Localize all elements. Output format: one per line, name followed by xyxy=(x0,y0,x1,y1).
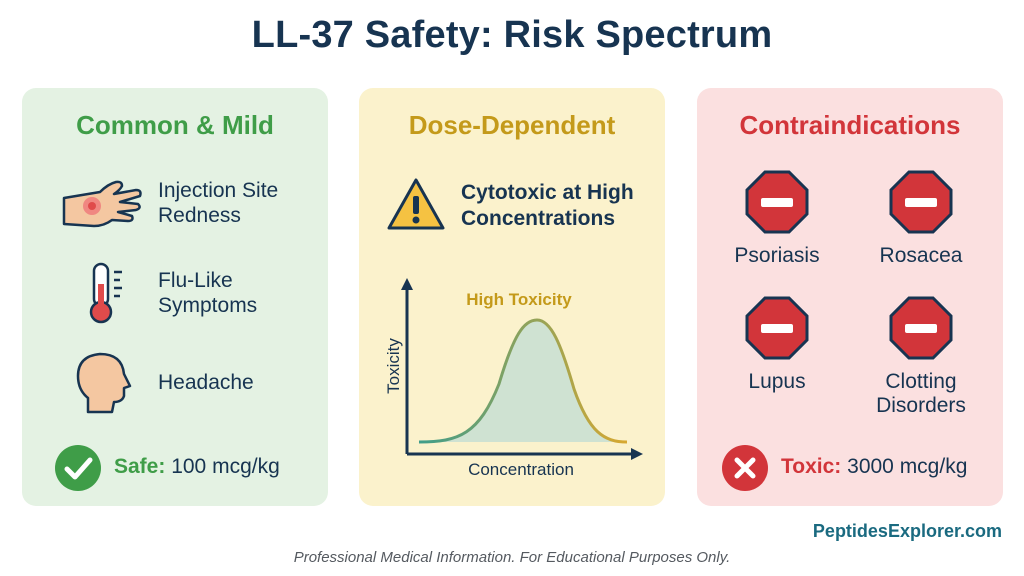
contra-item-4-line2: Disorders xyxy=(876,394,966,417)
x-axis-arrow xyxy=(631,448,643,460)
contra-item-4-line1: Clotting xyxy=(885,370,957,393)
check-circle-icon xyxy=(55,445,101,491)
mild-card: Common & Mild Injection Site Redness Flu… xyxy=(22,88,328,506)
mild-item-1-line1: Injection Site xyxy=(158,179,279,202)
safe-value: 100 mcg/kg xyxy=(171,455,280,478)
mild-heading: Common & Mild xyxy=(76,110,274,140)
warning-line2: Concentrations xyxy=(461,207,616,230)
dose-card: Dose-Dependent Cytotoxic at High Concent… xyxy=(359,88,665,506)
warning-line1: Cytotoxic at High xyxy=(461,181,634,204)
stop-sign-icon xyxy=(889,296,953,360)
contra-item-2-line1: Rosacea xyxy=(879,244,963,267)
cytotoxic-warning: Cytotoxic at High Concentrations xyxy=(461,180,634,232)
contra-card: Contraindications Psoriasis Rosacea Lupu… xyxy=(697,88,1003,506)
contra-item-2: Rosacea xyxy=(856,244,986,268)
thermometer-icon xyxy=(89,262,122,324)
toxic-value: 3000 mcg/kg xyxy=(847,455,968,478)
contra-item-1-line1: Psoriasis xyxy=(734,244,820,267)
curve-line xyxy=(418,318,628,444)
stop-sign-icon xyxy=(745,170,809,234)
x-axis-label: Concentration xyxy=(468,460,574,479)
mild-item-2-line2: Symptoms xyxy=(158,294,258,317)
mild-item-3-line1: Headache xyxy=(158,371,254,394)
curve-peak-label: High Toxicity xyxy=(466,290,572,309)
toxic-dose-line: Toxic: 3000 mcg/kg xyxy=(781,455,967,479)
x-circle-icon xyxy=(722,445,768,491)
mild-item-1-line2: Redness xyxy=(158,204,241,227)
mild-item-2: Flu-Like Symptoms xyxy=(158,268,257,318)
curve-area xyxy=(419,320,627,442)
toxicity-curve-chart xyxy=(401,278,643,460)
mild-item-2-line1: Flu-Like xyxy=(158,269,233,292)
page-title: LL-37 Safety: Risk Spectrum xyxy=(251,14,773,56)
mild-item-3: Headache xyxy=(158,370,254,395)
mild-item-1: Injection Site Redness xyxy=(158,178,278,228)
contra-item-3: Lupus xyxy=(712,370,842,394)
dose-heading: Dose-Dependent xyxy=(408,110,616,140)
contra-item-3-line1: Lupus xyxy=(748,370,806,393)
disclaimer: Professional Medical Information. For Ed… xyxy=(293,549,731,566)
warning-icon xyxy=(387,178,445,230)
hand-redness-icon xyxy=(62,180,142,228)
contra-item-4: Clotting Disorders xyxy=(856,370,986,418)
y-axis-arrow xyxy=(401,278,413,290)
safe-label: Safe: xyxy=(114,455,166,478)
contra-heading: Contraindications xyxy=(739,110,961,140)
toxic-label: Toxic: xyxy=(781,455,842,478)
y-axis-label: Toxicity xyxy=(384,338,403,394)
contra-item-1: Psoriasis xyxy=(712,244,842,268)
stop-sign-icon xyxy=(889,170,953,234)
head-icon xyxy=(76,352,132,414)
safe-dose-line: Safe: 100 mcg/kg xyxy=(114,455,280,479)
stop-sign-icon xyxy=(745,296,809,360)
brand-link[interactable]: PeptidesExplorer.com xyxy=(812,521,1002,541)
